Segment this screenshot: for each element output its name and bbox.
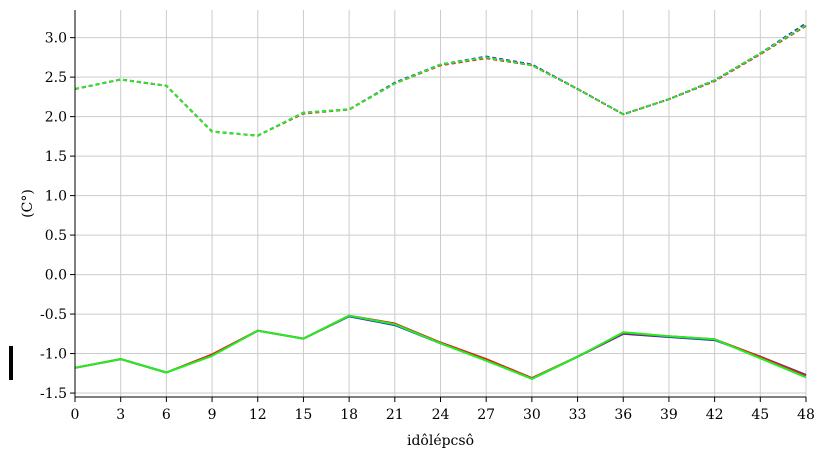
y-tick-label: -0.5 (40, 307, 67, 323)
x-tick-label: 48 (797, 407, 815, 423)
x-tick-label: 3 (116, 407, 125, 423)
x-tick-label: 0 (71, 407, 80, 423)
x-tick-label: 42 (706, 407, 724, 423)
x-tick-label: 33 (569, 407, 587, 423)
x-tick-label: 30 (523, 407, 541, 423)
x-tick-label: 6 (162, 407, 171, 423)
x-tick-label: 21 (386, 407, 404, 423)
axes (70, 10, 807, 402)
y-tick-label: 0.0 (45, 268, 67, 284)
y-tick-label: 2.0 (45, 110, 67, 126)
x-tick-label: 36 (614, 407, 632, 423)
y-tick-label: 1.0 (45, 189, 67, 205)
y-tick-label: 3.0 (45, 31, 67, 47)
x-tick-label: 39 (660, 407, 678, 423)
x-tick-label: 9 (208, 407, 217, 423)
y-axis-title: (C°) (20, 189, 36, 218)
left-edge-marker (9, 346, 13, 380)
x-tick-label: 12 (249, 407, 267, 423)
x-axis-title: idôlépcsô (407, 433, 474, 449)
y-tick-label: 1.5 (45, 149, 67, 165)
x-tick-label: 27 (477, 407, 495, 423)
y-tick-labels: -1.5 -1.0 -0.5 0.0 0.5 1.0 1.5 2.0 2.5 3.0 (40, 31, 67, 402)
x-tick-label: 45 (751, 407, 769, 423)
x-tick-label: 24 (432, 407, 450, 423)
y-tick-label: 0.5 (45, 228, 67, 244)
x-tick-labels: 0 3 6 9 12 15 18 21 24 27 30 33 36 39 42 45 48 (71, 407, 815, 423)
series-lines (74, 22, 807, 380)
y-tick-label: -1.0 (40, 347, 67, 363)
x-tick-label: 18 (340, 407, 358, 423)
y-tick-label: -1.5 (40, 386, 67, 402)
series-line-6 (74, 314, 807, 380)
x-tick-label: 15 (295, 407, 313, 423)
y-tick-label: 2.5 (45, 70, 67, 86)
series-line-3 (74, 24, 807, 137)
